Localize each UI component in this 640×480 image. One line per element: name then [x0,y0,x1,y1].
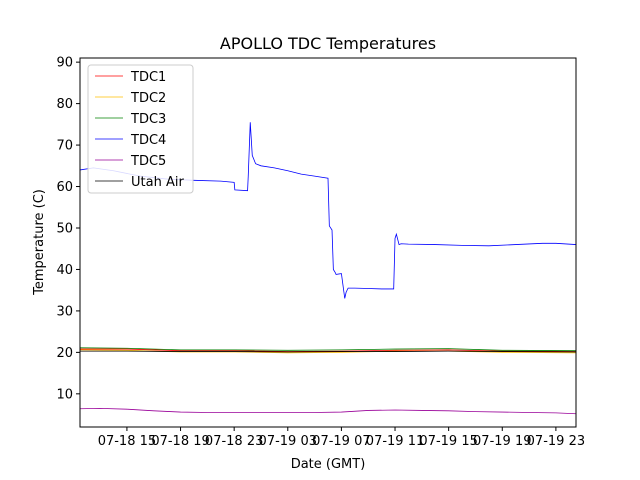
x-tick-label: 07-19 23 [527,434,585,449]
x-tick-label: 07-19 07 [312,434,370,449]
x-tick-label: 07-18 23 [205,434,263,449]
legend: TDC1 TDC2 TDC3 TDC4 TDC5 Utah Air [87,64,194,194]
series-line-tdc4 [80,122,576,299]
plot-frame [79,57,577,428]
y-tick-label: 10 [56,387,73,402]
x-tick-label: 07-18 15 [98,434,156,449]
series-line-tdc1 [80,348,576,352]
y-tick-label: 60 [56,180,73,195]
y-tick-label: 40 [56,263,73,278]
legend-label: TDC5 [130,154,166,169]
legend-label: Utah Air [131,175,184,190]
y-axis-label: Temperature (C) [32,189,47,296]
y-tick-label: 80 [56,97,73,112]
y-axis: 10 20 30 40 50 60 70 80 90 [56,56,80,402]
legend-label: TDC4 [130,133,166,148]
x-tick-label: 07-19 03 [259,434,317,449]
x-axis-label: Date (GMT) [291,457,366,472]
plot-area [80,122,576,415]
y-tick-label: 90 [56,56,73,71]
legend-label: TDC1 [130,70,166,85]
legend-label: TDC2 [130,91,166,106]
series-line-utah-air [80,350,576,353]
x-tick-label: 07-18 19 [151,434,209,449]
chart-title: APOLLO TDC Temperatures [220,34,436,53]
x-tick-label: 07-19 15 [419,434,477,449]
y-tick-label: 20 [56,346,73,361]
y-tick-label: 50 [56,221,73,236]
series-line-tdc5 [80,407,576,415]
y-tick-label: 70 [56,139,73,154]
series-line-tdc3 [80,347,576,352]
x-tick-label: 07-19 19 [473,434,531,449]
x-tick-label: 07-19 11 [366,434,424,449]
legend-label: TDC3 [130,112,166,127]
y-tick-label: 30 [56,304,73,319]
